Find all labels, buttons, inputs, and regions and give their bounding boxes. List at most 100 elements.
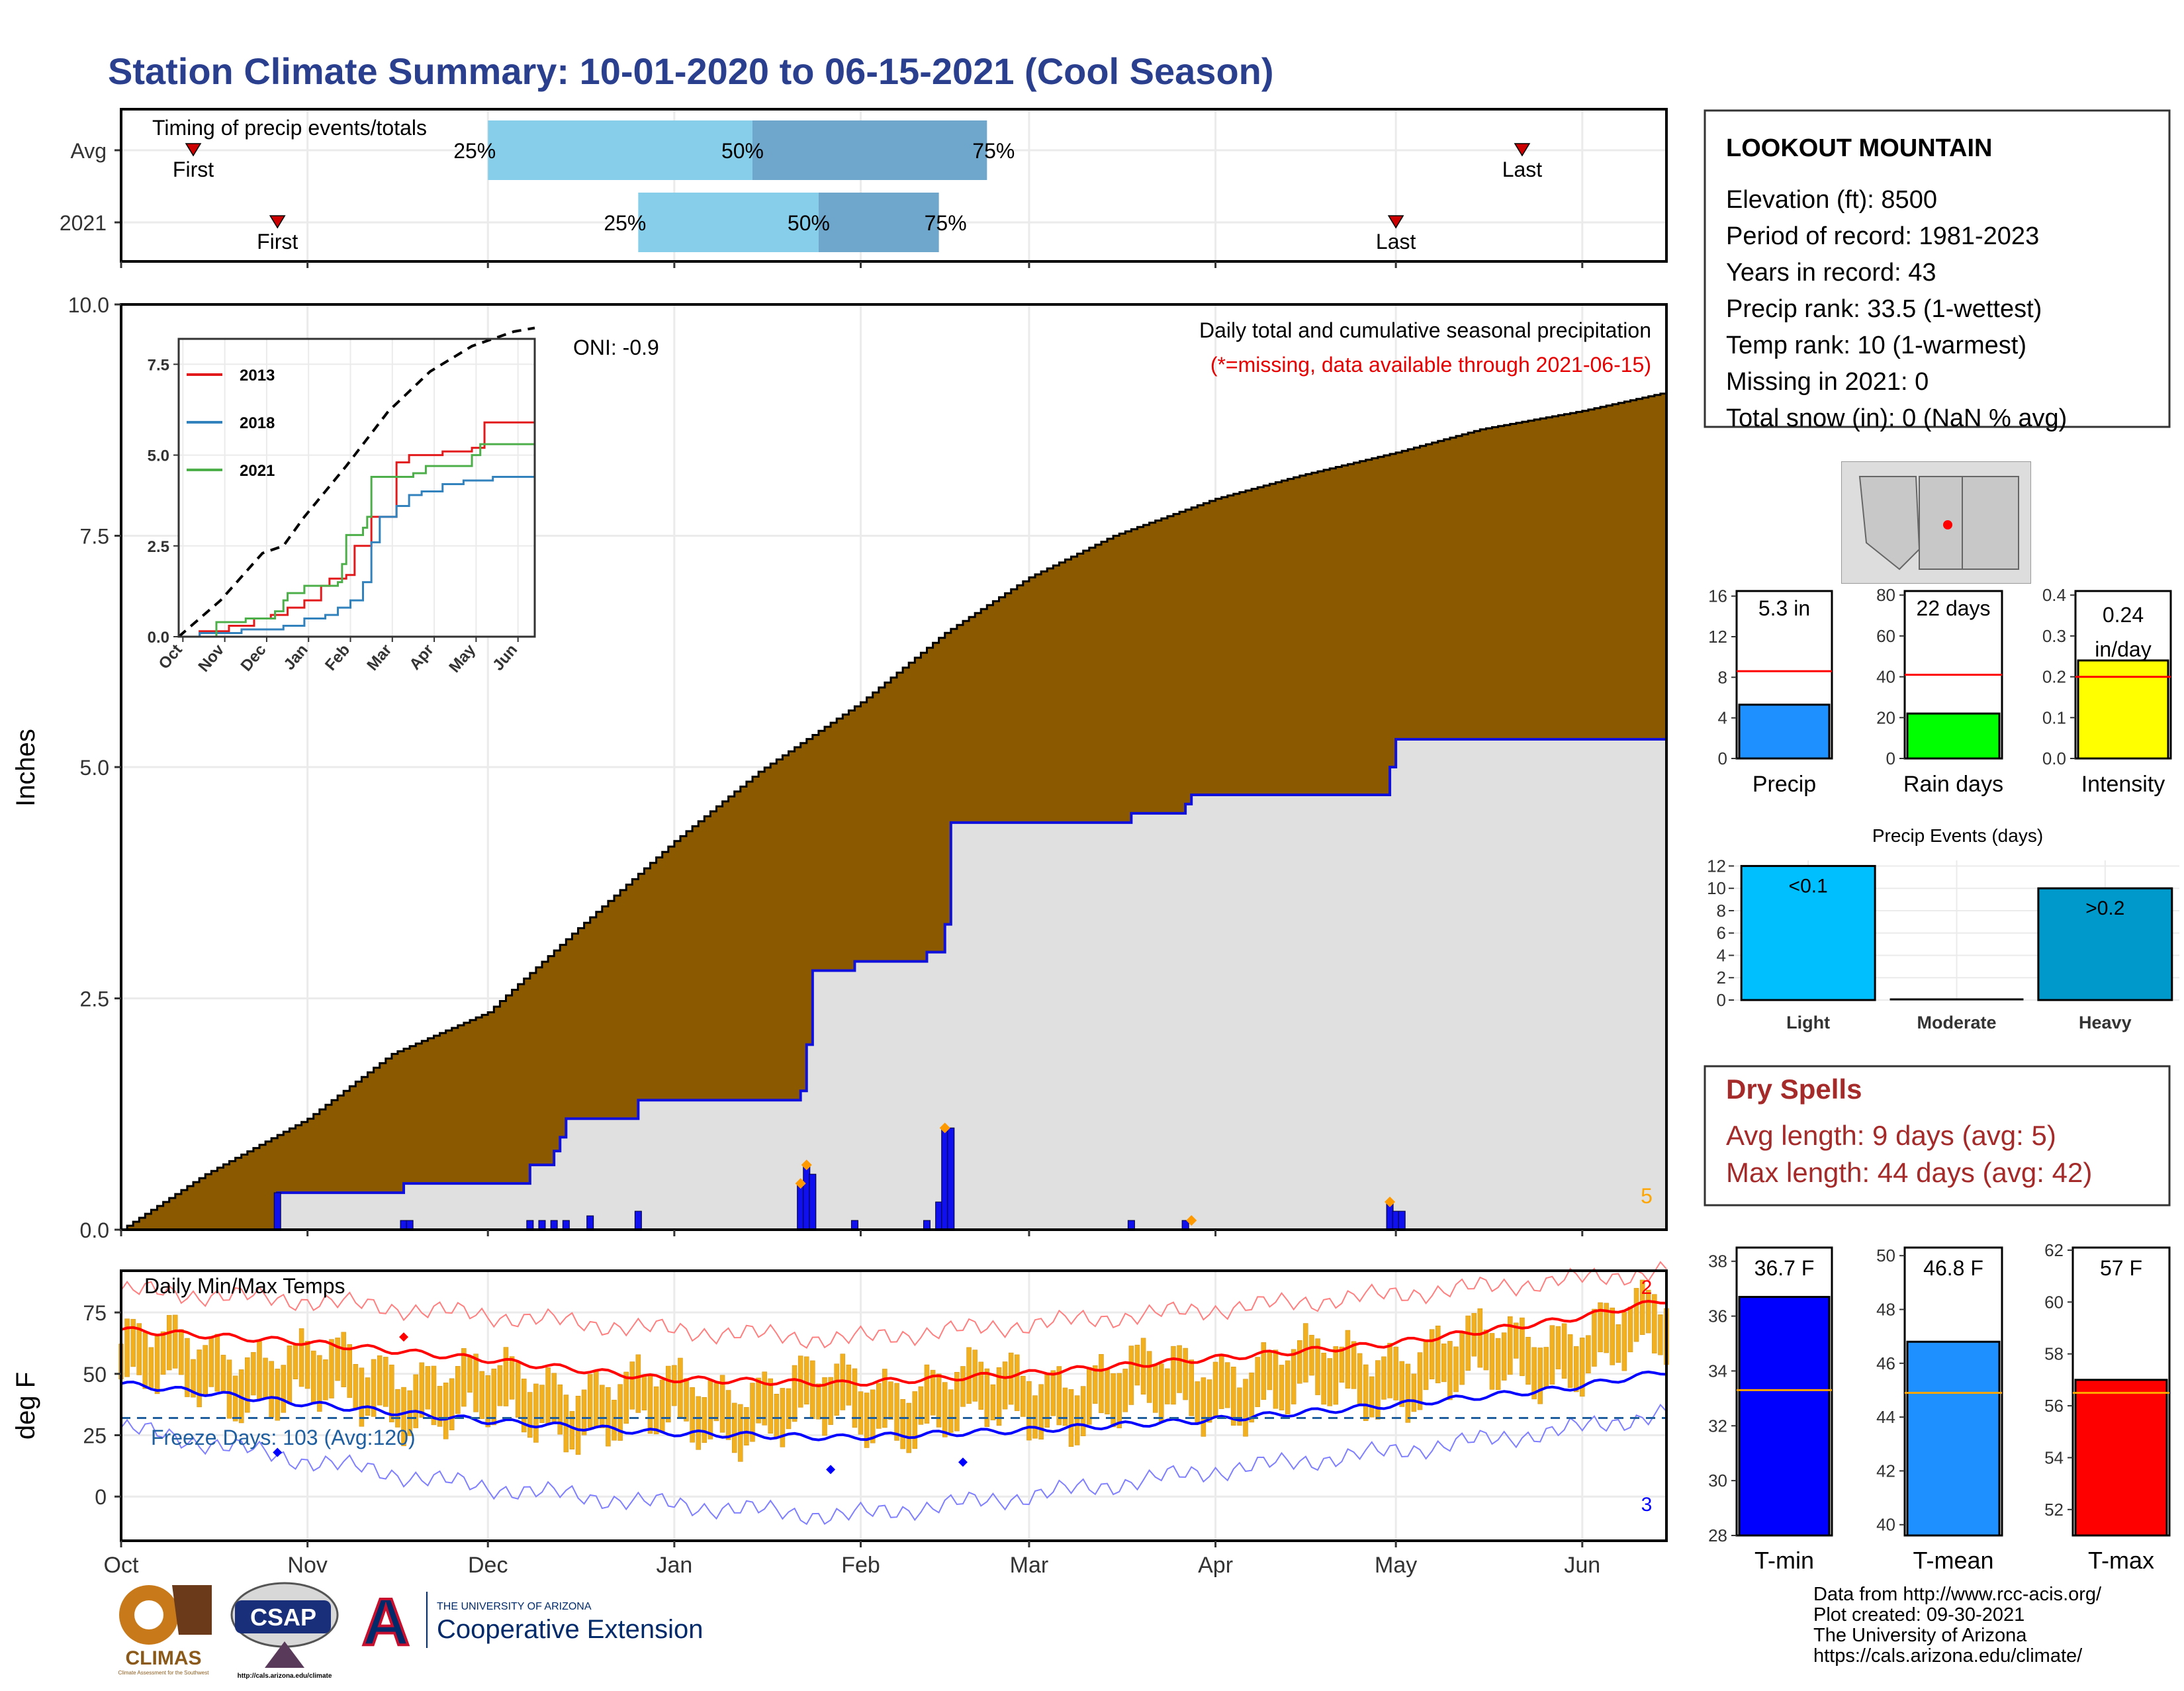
month-label: Mar — [1010, 1553, 1049, 1578]
events-bar-label: >0.2 — [2085, 897, 2124, 919]
daily-temp-range-bar — [725, 1390, 731, 1440]
daily-temp-range-bar — [1183, 1348, 1188, 1400]
daily-temp-range-bar — [383, 1357, 388, 1407]
csap-url: http://cals.arizona.edu/climate — [238, 1672, 332, 1680]
daily-temp-range-bar — [437, 1386, 443, 1427]
daily-precip-bar — [273, 1192, 281, 1230]
timing-bar-q2 — [488, 120, 752, 180]
daily-precip-bar — [1127, 1220, 1135, 1230]
month-label: Feb — [841, 1553, 880, 1578]
summary-ytick-label: 0.4 — [2042, 585, 2066, 605]
daily-temp-range-bar — [203, 1345, 208, 1395]
daily-temp-range-bar — [185, 1338, 190, 1397]
daily-temp-range-bar — [1015, 1354, 1020, 1411]
daily-temp-range-bar — [1381, 1356, 1387, 1400]
events-ytick-label: 0 — [1717, 990, 1726, 1010]
temp-record-marker — [958, 1457, 968, 1467]
inset-ytick-label: 7.5 — [148, 356, 169, 374]
daily-temp-range-bar — [581, 1389, 587, 1436]
daily-temp-range-bar — [1633, 1288, 1639, 1342]
daily-temp-range-bar — [810, 1360, 815, 1419]
map-station-dot — [1943, 520, 1952, 529]
csap-text: CSAP — [250, 1604, 316, 1631]
daily-temp-range-bar — [1111, 1373, 1116, 1428]
dry-spells-frame — [1704, 1065, 2171, 1207]
inset-ytick-label: 0.0 — [148, 629, 169, 647]
daily-temp-range-bar — [467, 1357, 473, 1393]
dry-spells-title: Dry Spells — [1726, 1074, 1862, 1105]
temp-summary-ytick-label: 56 — [2044, 1396, 2064, 1416]
daily-temp-range-bar — [1002, 1361, 1008, 1410]
daily-temp-range-bar — [1333, 1346, 1339, 1405]
daily-temp-range-bar — [485, 1375, 490, 1428]
precip-events-chart: Precip Events (days) <0.1 Light Moderate >0.… — [1707, 825, 2179, 1032]
daily-temp-range-bar — [816, 1383, 821, 1420]
daily-temp-range-bar — [323, 1359, 328, 1400]
daily-temp-range-bar — [1099, 1353, 1104, 1414]
daily-temp-range-bar — [1543, 1347, 1549, 1389]
daily-temp-range-bar — [232, 1375, 238, 1422]
daily-temp-range-bar — [900, 1399, 905, 1449]
ua-logo-line2: Cooperative Extension — [437, 1615, 703, 1644]
daily-temp-range-bar — [1273, 1349, 1279, 1409]
summary-bar-1 — [1906, 712, 2001, 760]
timing-marker-first — [185, 143, 202, 157]
daily-temp-range-bar — [1062, 1387, 1068, 1426]
temp-summary-ytick-label: 52 — [2044, 1500, 2064, 1520]
timing-bar-q3 — [752, 120, 987, 180]
events-category-label: Moderate — [1917, 1013, 1996, 1032]
summary-bar-name: Rain days — [1903, 772, 2003, 797]
summary-bar-name: Intensity — [2081, 772, 2165, 797]
daily-temp-range-bar — [1032, 1395, 1038, 1439]
daily-temp-range-bar — [389, 1364, 394, 1422]
precip-record-marker — [801, 1160, 812, 1171]
precip-ylabel: Inches — [11, 729, 40, 807]
daily-temp-range-bar — [846, 1364, 852, 1406]
daily-temp-range-bar — [1531, 1347, 1537, 1400]
daily-temp-range-bar — [1465, 1315, 1471, 1371]
summary-ytick-label: 20 — [1876, 708, 1895, 727]
daily-temp-range-bar — [1447, 1341, 1453, 1400]
precip-ytick-label: 0.0 — [80, 1218, 109, 1242]
daily-temp-range-bar — [1206, 1379, 1212, 1423]
daily-temp-range-bar — [509, 1356, 515, 1400]
daily-temp-range-bar — [473, 1353, 478, 1412]
summary-value-label: 5.3 in — [1758, 596, 1810, 620]
temp-summary-ytick-label: 50 — [1876, 1246, 1895, 1265]
daily-temp-range-bar — [1038, 1384, 1044, 1440]
daily-temp-range-bar — [1159, 1363, 1164, 1422]
temps-corner-bottom: 3 — [1641, 1494, 1653, 1516]
daily-temp-range-bar — [341, 1332, 346, 1387]
daily-temp-range-bar — [1261, 1342, 1267, 1400]
summary-value-label: in/day — [2095, 637, 2151, 661]
footer-line: Plot created: 09-30-2021 — [1813, 1604, 2025, 1625]
inset-panel — [179, 339, 535, 637]
daily-temp-range-bar — [1008, 1352, 1014, 1405]
daily-temp-range-bar — [317, 1355, 322, 1412]
daily-temp-range-bar — [208, 1337, 214, 1387]
daily-temp-range-bar — [1021, 1375, 1026, 1417]
daily-temp-range-bar — [1218, 1355, 1224, 1409]
temp-summary-ytick-label: 62 — [2044, 1240, 2064, 1260]
footer-line: https://cals.arizona.edu/climate/ — [1813, 1645, 2083, 1667]
month-label: Jan — [656, 1553, 692, 1578]
daily-temp-range-bar — [298, 1328, 304, 1387]
events-ytick-label: 6 — [1717, 923, 1726, 943]
timing-marker-last — [1514, 143, 1531, 157]
daily-temp-range-bar — [136, 1323, 142, 1375]
daily-precip-bar — [935, 1201, 943, 1230]
daily-temp-range-bar — [672, 1365, 677, 1406]
temp-summary-value: 57 F — [2100, 1256, 2142, 1280]
precip-ytick-label: 2.5 — [80, 987, 109, 1011]
daily-temp-range-bar — [1068, 1389, 1074, 1447]
daily-temp-range-bar — [1639, 1279, 1645, 1335]
daily-temp-range-bar — [1093, 1365, 1098, 1404]
temp-summary-ytick-label: 34 — [1708, 1361, 1727, 1381]
daily-precip-bar — [941, 1127, 949, 1230]
daily-temp-range-bar — [1351, 1341, 1357, 1389]
daily-temp-range-bar — [1285, 1360, 1291, 1414]
daily-precip-bar — [809, 1173, 817, 1230]
daily-temp-range-bar — [1652, 1294, 1657, 1353]
daily-temp-range-bar — [744, 1407, 749, 1445]
daily-temp-range-bar — [834, 1363, 839, 1416]
